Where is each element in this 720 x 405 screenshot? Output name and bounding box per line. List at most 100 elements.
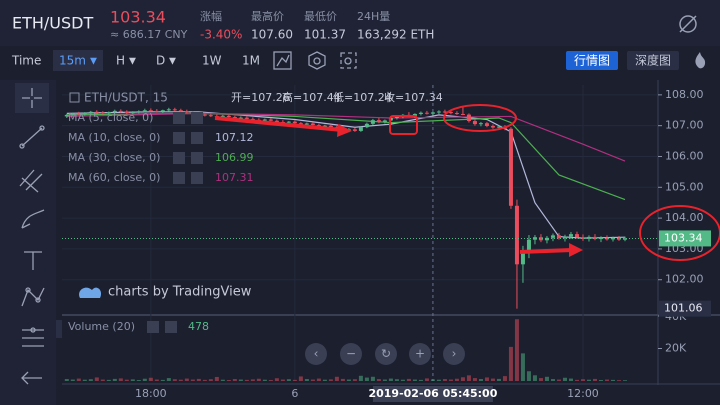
volume-bar: [550, 379, 555, 381]
candle-body: [556, 235, 561, 239]
volume-bar: [346, 379, 351, 381]
candle-body: [310, 123, 315, 126]
volume-bar: [298, 376, 303, 381]
volume-bar: [472, 378, 477, 381]
volume-bar: [106, 379, 111, 381]
candle-body: [442, 111, 447, 113]
svg-text:‹: ‹: [314, 347, 319, 361]
candle-body: [250, 118, 255, 120]
x-tick-label: 6: [291, 387, 298, 400]
dropdown-arrow: ▼: [90, 57, 97, 67]
candle-body: [268, 119, 273, 121]
candle-body: [292, 121, 297, 124]
volume-bar: [208, 379, 213, 381]
y-tick-label: 107.00: [665, 119, 704, 132]
tab[interactable]: 深度图: [635, 53, 671, 68]
volume-bar: [124, 379, 129, 381]
tool-icons[interactable]: [273, 51, 357, 70]
indicator-close: [191, 132, 203, 144]
volume-bar: [502, 376, 507, 381]
annotations: [214, 104, 720, 261]
indicator-settings: [173, 172, 185, 184]
candle-body: [232, 117, 237, 119]
volume-bar: [130, 379, 135, 381]
volume-bar: [154, 379, 159, 381]
candle-body: [478, 123, 483, 125]
interval-active-bg: [53, 50, 103, 71]
candle-body: [76, 113, 81, 115]
volume-bar: [76, 378, 81, 381]
candle-body: [418, 112, 423, 114]
zoom-buttons[interactable]: ‹ − ↻ + ›: [305, 343, 465, 365]
volume-bar: [310, 379, 315, 381]
drawing-tools[interactable]: [15, 83, 49, 385]
tab[interactable]: 行情图: [574, 54, 610, 68]
candle-body: [148, 110, 153, 112]
candle-body: [580, 237, 585, 239]
volume-bar: [82, 379, 87, 381]
volume-bar: [340, 378, 345, 381]
y-tick-label: 104.00: [665, 211, 704, 224]
volume-bar: [508, 346, 513, 381]
interval[interactable]: 1W: [202, 54, 222, 68]
volume-bar: [328, 379, 333, 381]
stats: 涨幅 -3.40% 最高价 107.60 最低价 101.37 24H量 163…: [200, 9, 434, 42]
stat-value: 101.37: [304, 28, 346, 42]
candle-body: [352, 129, 357, 131]
volume-bar: [430, 379, 435, 381]
indicator-settings: [173, 112, 185, 124]
candle-body: [166, 109, 171, 111]
ma-line: [66, 112, 626, 162]
cny-price: ≈ 686.17 CNY: [110, 28, 188, 41]
tab-bg[interactable]: [627, 51, 679, 70]
volume-bar: [94, 377, 99, 381]
candle-body: [364, 123, 369, 128]
volume-bar: [190, 379, 195, 381]
collapse-icon: [69, 92, 80, 103]
indicator-settings: [173, 152, 185, 164]
volume-bar: [568, 378, 573, 381]
candle-body: [514, 205, 519, 265]
stat-value: 107.60: [251, 28, 293, 42]
candle-body: [70, 113, 75, 115]
volume-bar: [352, 379, 357, 381]
candle-body: [322, 125, 327, 127]
indicator-value: 106.99: [215, 151, 254, 164]
candle-body: [124, 111, 129, 114]
volume-bar: [136, 380, 141, 381]
volume-bar: [436, 379, 441, 381]
candle-body: [496, 126, 501, 128]
candle-body: [466, 114, 471, 122]
stat-label: 最高价: [251, 9, 284, 23]
indicator-close: [165, 321, 177, 333]
crosshair-x-label: 2019-02-06 05:45:00: [368, 387, 497, 400]
volume-bar: [556, 379, 561, 381]
volume-bar: [544, 376, 549, 381]
interval[interactable]: H: [116, 54, 125, 68]
volume-bar: [268, 380, 273, 381]
svg-text:›: ›: [452, 347, 457, 361]
indicator-close: [191, 172, 203, 184]
interval[interactable]: D: [156, 54, 165, 68]
crosshair-y-box: [659, 300, 711, 317]
stat-value: -3.40%: [200, 28, 242, 42]
symbol: ETH/USDT: [12, 14, 93, 33]
candle-body: [100, 112, 105, 114]
y-tick-label: 108.00: [665, 88, 704, 101]
v-tick-label: 20K: [665, 342, 687, 355]
interval[interactable]: 15m: [59, 54, 86, 68]
candle-body: [220, 115, 225, 117]
y-tick-label: 105.00: [665, 180, 704, 193]
volume-title: Volume (20): [68, 320, 135, 333]
candle-body: [154, 110, 159, 112]
volume-bar: [496, 378, 501, 381]
interval[interactable]: 1M: [242, 54, 260, 68]
candle-body: [160, 110, 165, 112]
tab-active[interactable]: [566, 51, 618, 70]
volume-bar: [400, 379, 405, 381]
candle-body: [484, 123, 489, 126]
collapse-handle[interactable]: [56, 320, 62, 338]
hide-icon[interactable]: [679, 15, 697, 33]
candle-body: [424, 112, 429, 114]
